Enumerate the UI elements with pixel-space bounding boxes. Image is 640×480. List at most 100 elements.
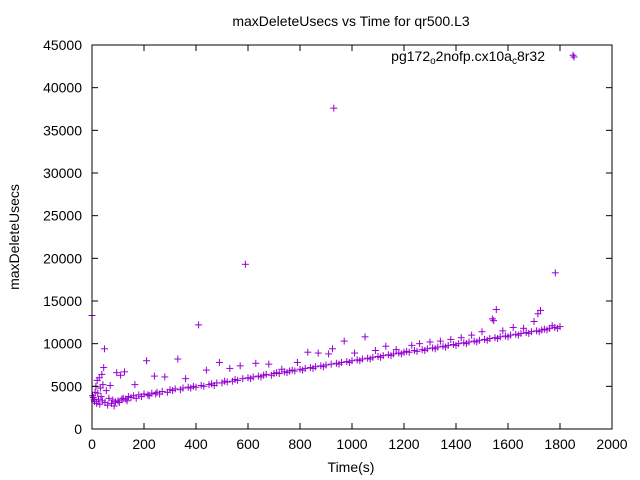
data-point (327, 360, 335, 368)
data-point (314, 349, 322, 357)
x-tick-label: 2000 (596, 436, 627, 452)
data-point (275, 370, 283, 378)
x-tick-label: 200 (132, 436, 156, 452)
data-point (507, 331, 515, 339)
data-point (465, 338, 473, 346)
data-point (98, 370, 106, 378)
data-point (236, 362, 244, 370)
data-point (455, 340, 463, 348)
data-point (182, 375, 190, 383)
data-point (265, 360, 273, 368)
data-point (121, 368, 128, 376)
data-point (291, 367, 299, 375)
data-point (434, 343, 442, 351)
data-point (144, 391, 152, 399)
data-point (249, 373, 257, 381)
data-point (486, 335, 494, 343)
data-point (293, 358, 301, 366)
x-tick-label: 1800 (544, 436, 575, 452)
data-point (171, 385, 179, 393)
data-point (131, 381, 139, 389)
data-point (488, 315, 496, 323)
data-point (496, 333, 504, 341)
data-point (330, 104, 338, 112)
data-point (143, 357, 151, 365)
data-point (215, 358, 223, 366)
y-tick-label: 40000 (43, 80, 82, 96)
data-point (312, 363, 320, 371)
y-tick-label: 20000 (43, 250, 82, 266)
data-point (110, 402, 118, 410)
data-point (140, 390, 148, 398)
data-point (371, 346, 379, 354)
data-point (158, 387, 166, 395)
y-tick-label: 35000 (43, 122, 82, 138)
data-point (241, 260, 249, 268)
data-point (195, 321, 203, 329)
data-point (382, 342, 390, 350)
y-axis-ticks: 0 5000 10000 15000 20000 25000 30000 35000 40000… (43, 37, 612, 437)
data-point (509, 323, 517, 331)
data-point (100, 364, 108, 372)
x-tick-label: 600 (236, 436, 260, 452)
data-point (468, 331, 476, 339)
data-point (226, 364, 234, 372)
data-point (252, 359, 260, 367)
data-point (520, 324, 528, 332)
data-point (537, 306, 544, 314)
data-point (408, 341, 416, 349)
data-point (340, 337, 348, 345)
y-tick-label: 0 (74, 421, 82, 437)
data-point (405, 348, 413, 356)
data-point (161, 373, 169, 381)
x-tick-label: 1000 (336, 436, 367, 452)
data-point (492, 306, 500, 314)
data-point (517, 329, 525, 337)
x-axis-label: Time(s) (328, 459, 375, 475)
data-point (239, 375, 247, 383)
data-point (379, 352, 387, 360)
data-point (361, 333, 369, 341)
data-point (94, 389, 102, 397)
data-point (106, 381, 114, 389)
data-point (179, 384, 187, 392)
data-point (304, 348, 312, 356)
data-point (444, 341, 452, 349)
y-tick-label: 30000 (43, 165, 82, 181)
data-point (301, 364, 309, 372)
data-point (478, 328, 486, 336)
data-point (413, 347, 421, 355)
data-point (551, 269, 559, 277)
data-point (200, 382, 208, 390)
data-point (93, 399, 101, 407)
data-point (100, 345, 108, 353)
x-axis-ticks: 0 200 400 600 800 1000 1200 1400 1600 1800 2000 (88, 45, 628, 452)
data-point (202, 366, 210, 374)
x-tick-label: 800 (288, 436, 312, 452)
data-point (416, 340, 424, 348)
data-point (174, 355, 182, 363)
data-point (390, 350, 398, 358)
data-point (348, 357, 356, 365)
data-point (223, 378, 231, 386)
data-point (569, 51, 577, 59)
y-tick-label: 5000 (51, 378, 82, 394)
data-point (150, 372, 158, 380)
y-tick-label: 10000 (43, 336, 82, 352)
plot-points (88, 51, 577, 410)
legend-marker-symbol (570, 53, 578, 61)
data-point (358, 355, 366, 363)
data-point (325, 350, 333, 358)
y-tick-label: 15000 (43, 293, 82, 309)
data-point (114, 397, 122, 405)
x-tick-label: 400 (184, 436, 208, 452)
data-point (148, 389, 156, 397)
legend-label: pg172o2nofp.cx10ac8r32 (391, 48, 545, 67)
data-point (104, 401, 112, 409)
data-point (423, 345, 431, 353)
data-point (322, 361, 330, 369)
x-tick-label: 1400 (440, 436, 471, 452)
data-point (426, 338, 434, 346)
data-point (530, 317, 538, 325)
